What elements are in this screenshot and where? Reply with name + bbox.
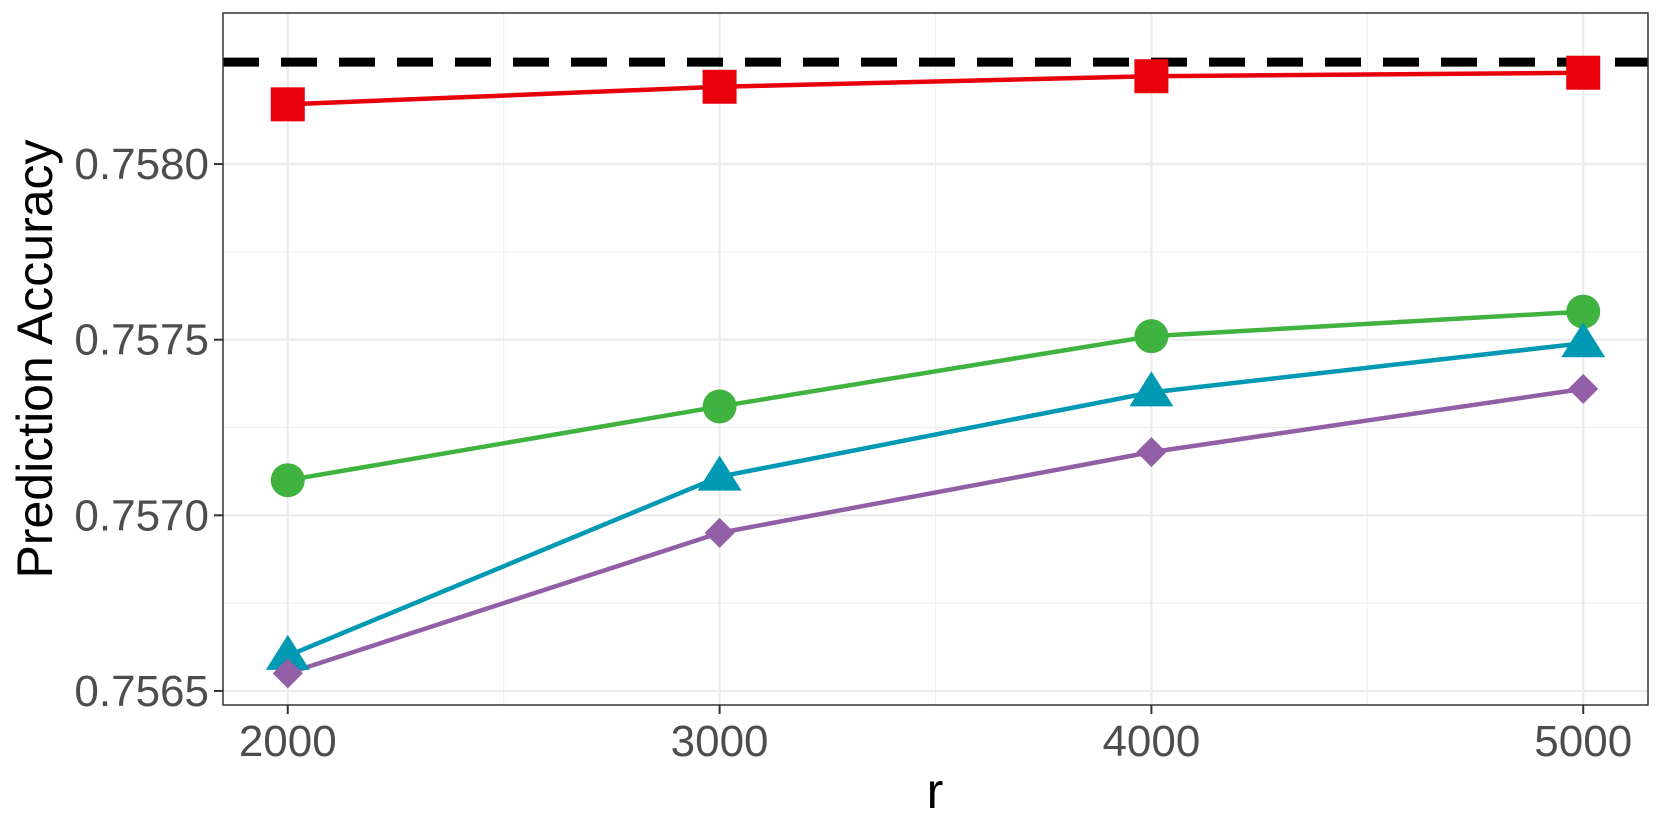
plot-border <box>222 12 1649 706</box>
data-point-3-2000 <box>265 634 310 670</box>
y-tick-label: 0.7570 <box>74 491 209 540</box>
data-point-4-3000 <box>704 517 735 548</box>
series-line-2 <box>287 309 1584 483</box>
series-lines <box>286 70 1584 676</box>
data-point-3-5000 <box>1561 322 1606 358</box>
data-point-3-3000 <box>697 455 742 491</box>
data-point-4-4000 <box>1136 437 1167 468</box>
data-point-1-4000 <box>1134 59 1169 94</box>
data-point-3-4000 <box>1129 371 1174 407</box>
data-point-1-2000 <box>270 87 305 122</box>
y-axis: 0.7565 0.7570 0.7575 0.7580 <box>74 140 223 716</box>
y-tick-label: 0.7575 <box>74 316 209 365</box>
x-tick-label: 3000 <box>671 717 769 766</box>
data-point-2-5000 <box>1566 294 1601 329</box>
major-gridlines <box>223 13 1648 705</box>
data-point-2-4000 <box>1134 319 1169 354</box>
data-point-4-5000 <box>1568 373 1599 404</box>
x-tick-label: 2000 <box>239 717 337 766</box>
data-point-1-5000 <box>1566 55 1601 90</box>
minor-gridlines <box>223 13 1648 705</box>
data-point-2-3000 <box>702 389 737 424</box>
data-point-2-2000 <box>270 463 305 498</box>
series-line-1 <box>287 70 1584 107</box>
series-line-3 <box>286 340 1584 658</box>
series-markers <box>265 55 1606 689</box>
x-axis-title: r <box>927 763 944 819</box>
series-line-4 <box>287 386 1584 676</box>
data-point-4-2000 <box>272 658 303 689</box>
y-tick-label: 0.7580 <box>74 140 209 189</box>
data-point-1-3000 <box>702 69 737 104</box>
x-tick-label: 4000 <box>1102 717 1200 766</box>
y-tick-label: 0.7565 <box>74 667 209 716</box>
x-tick-label: 5000 <box>1534 717 1632 766</box>
y-axis-title: Prediction Accuracy <box>7 139 63 578</box>
x-axis: 2000 3000 4000 5000 <box>239 705 1632 766</box>
